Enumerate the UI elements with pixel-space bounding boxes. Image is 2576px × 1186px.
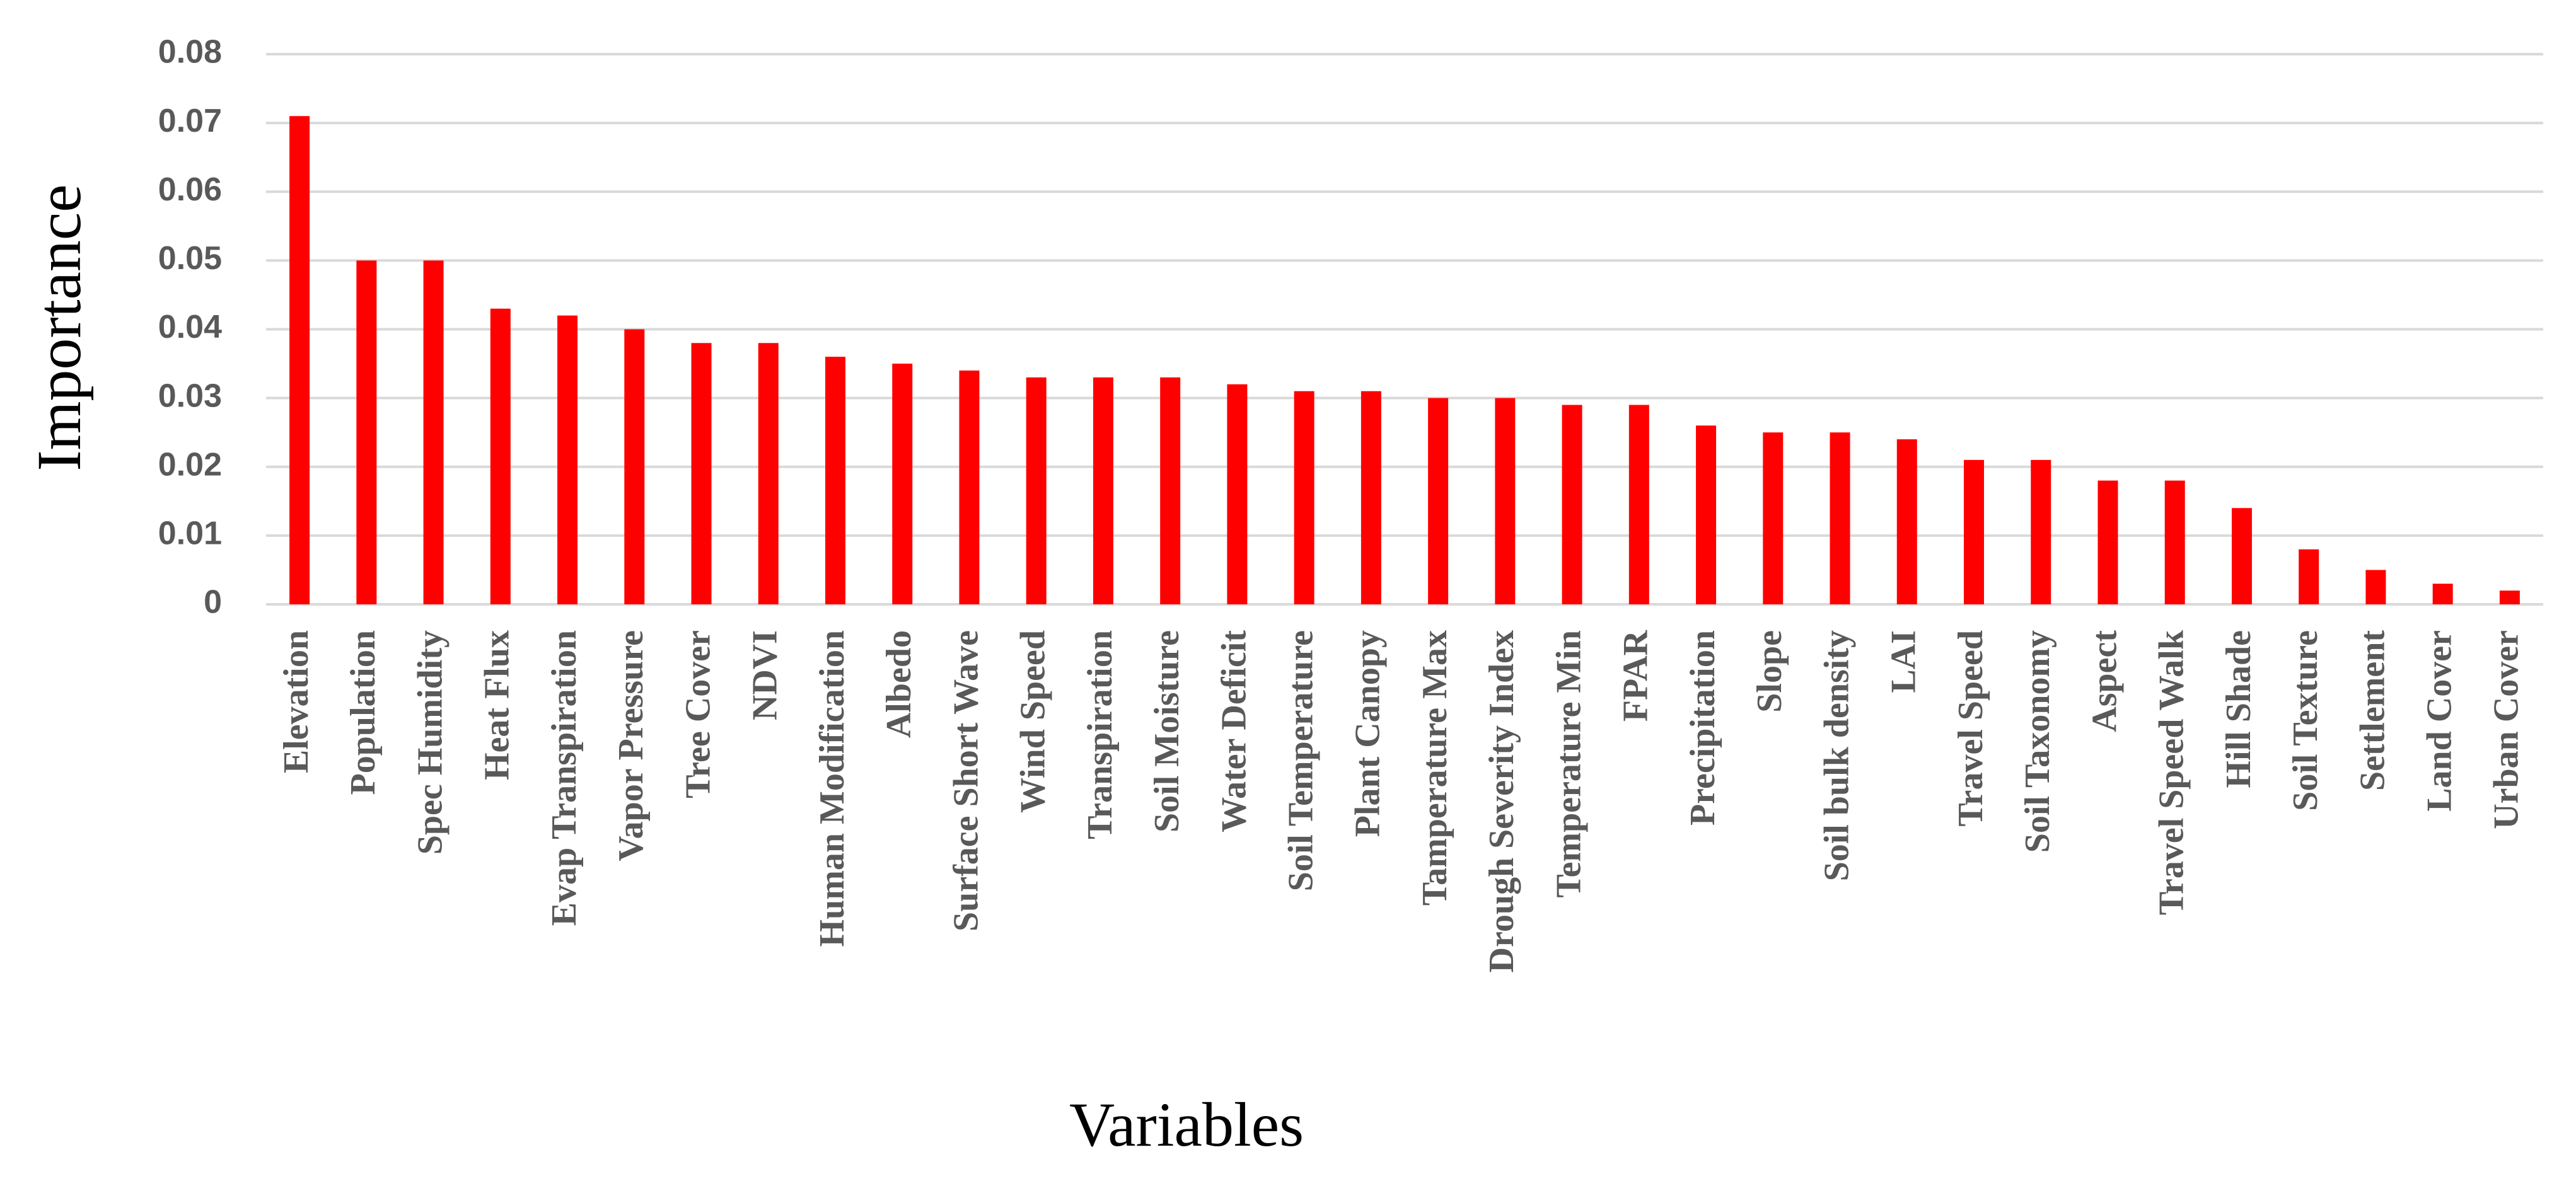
bar (1093, 377, 1113, 604)
bar (1428, 398, 1449, 604)
bar (2164, 480, 2185, 604)
x-tick-label: Water Deficit (1214, 630, 1253, 832)
x-tick-label: Transpiration (1081, 630, 1120, 839)
y-tick-label: 0.01 (158, 515, 222, 552)
x-tick-label: Soil Moisture (1147, 630, 1186, 832)
x-tick-label: Human Modification (813, 630, 852, 947)
bar (1562, 405, 1582, 604)
x-tick-label: Temperature Min (1549, 630, 1588, 898)
bar (2499, 590, 2520, 604)
bar (289, 116, 310, 604)
x-tick-label: Soil Temperature (1281, 630, 1320, 891)
bar (2097, 480, 2118, 604)
bar (758, 343, 779, 604)
x-tick-label: Albedo (879, 630, 919, 738)
y-tick-label: 0.06 (158, 171, 222, 208)
y-tick-label: 0.02 (158, 446, 222, 483)
x-tick-label: Precipitation (1683, 630, 1722, 826)
bar (2365, 570, 2386, 604)
bar (423, 260, 444, 604)
x-tick-label: Wind Speed (1014, 630, 1053, 813)
y-tick-label: 0.03 (158, 377, 222, 414)
bar (356, 260, 377, 604)
x-tick-label: NDVI (746, 630, 785, 720)
x-tick-label: Surface Short Wave (946, 630, 985, 931)
x-tick-label: Settlement (2353, 630, 2392, 791)
bar (1361, 391, 1381, 604)
bar (1696, 425, 1717, 604)
x-tick-label: Soil Texture (2286, 630, 2325, 811)
bar (1495, 398, 1516, 604)
x-tick-label: Tree Cover (678, 630, 717, 798)
bar (1896, 439, 1917, 604)
bar (1628, 405, 1649, 604)
x-tick-label: Heat Flux (478, 630, 517, 780)
x-tick-label: Soil bulk density (1817, 630, 1856, 881)
x-tick-label: Plant Canopy (1349, 630, 1388, 837)
bar (1294, 391, 1314, 604)
bar (1830, 432, 1850, 604)
y-tick-label: 0.04 (158, 309, 222, 345)
bar (557, 315, 578, 604)
x-tick-label: LAI (1884, 630, 1923, 693)
x-tick-label: Hill Shade (2219, 630, 2258, 788)
bar (2231, 508, 2252, 604)
x-tick-label: Spec Humidity (410, 630, 450, 855)
y-axis-title: Importance (24, 184, 94, 471)
x-tick-label: Land Cover (2420, 630, 2459, 812)
bar (2031, 459, 2051, 604)
x-tick-label: Slope (1750, 630, 1789, 713)
x-tick-label: Aspect (2085, 630, 2124, 732)
bar (2299, 549, 2319, 604)
y-tick-label: 0.05 (158, 240, 222, 277)
x-tick-label: Population (344, 630, 383, 795)
bar (825, 357, 845, 604)
bar (892, 364, 913, 604)
bar (490, 308, 511, 604)
x-tick-label: Travel Speed (1951, 630, 1990, 827)
y-tick-label: 0.07 (158, 103, 222, 139)
bar (624, 329, 645, 604)
x-tick-label: Soil Taxonomy (2018, 630, 2057, 853)
bar (1160, 377, 1181, 604)
x-tick-label: Travel Speed Walk (2152, 630, 2191, 915)
bar (2432, 584, 2453, 604)
x-tick-label: Tamperature Max (1415, 630, 1454, 906)
bar (1964, 459, 1984, 604)
x-tick-label: Vapor Pressure (612, 630, 651, 861)
bar (1227, 384, 1248, 604)
x-axis-title: Variables (1069, 1090, 1304, 1160)
bar (959, 370, 980, 604)
bar (1026, 377, 1047, 604)
y-tick-label: 0 (204, 584, 222, 621)
y-tick-label: 0.08 (158, 34, 222, 71)
x-tick-label: Evap Transpiration (545, 630, 584, 926)
x-tick-label: Elevation (277, 630, 316, 773)
x-tick-label: Drough Severity Index (1482, 630, 1521, 972)
bar (691, 343, 712, 604)
bar (1763, 432, 1784, 604)
x-tick-label: FPAR (1616, 630, 1656, 722)
x-tick-label: Urban Cover (2487, 630, 2526, 829)
